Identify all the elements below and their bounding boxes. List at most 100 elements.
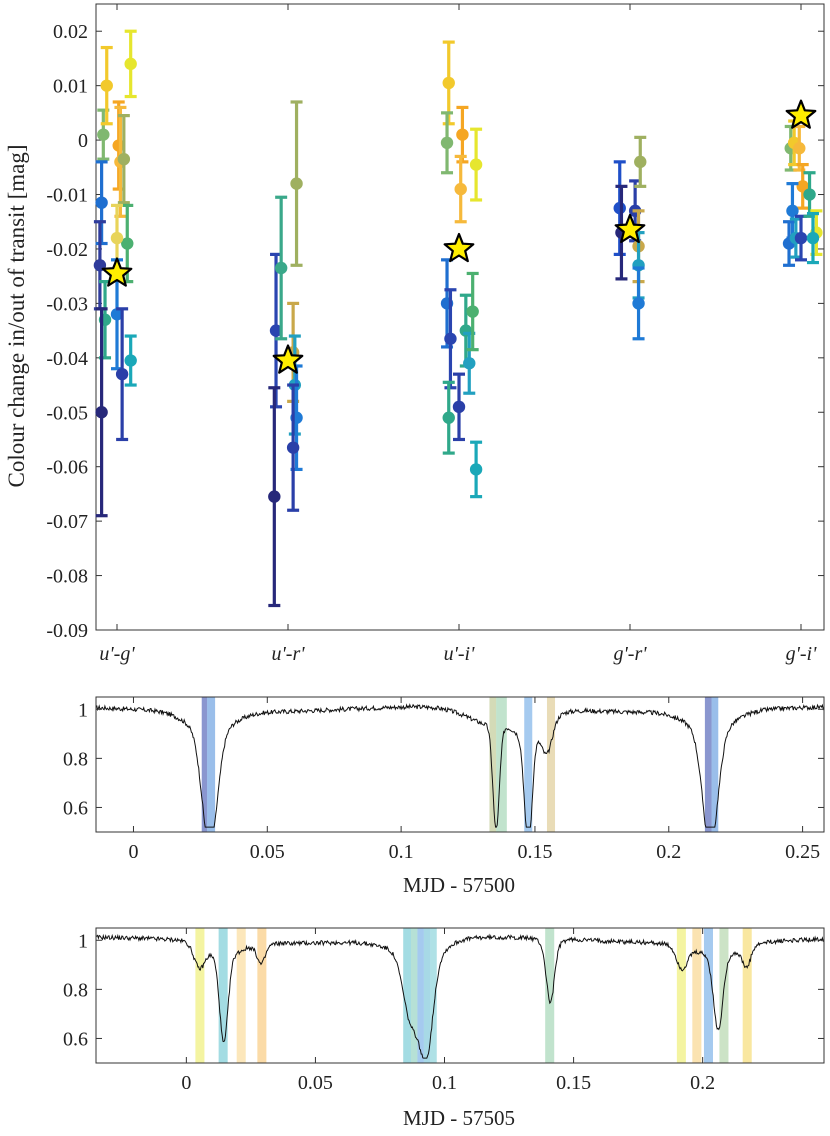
marker bbox=[634, 155, 647, 169]
data-point bbox=[268, 386, 281, 608]
marker bbox=[806, 231, 820, 245]
mean-star bbox=[443, 232, 475, 263]
transit-band bbox=[546, 697, 556, 832]
marker bbox=[115, 367, 129, 381]
marker bbox=[796, 180, 809, 193]
data-point bbox=[632, 266, 645, 341]
x-axis-label: MJD - 57505 bbox=[403, 1106, 515, 1130]
y-tick-label: 0.6 bbox=[63, 1028, 88, 1050]
data-point bbox=[794, 214, 808, 262]
y-tick-label: 0 bbox=[78, 130, 88, 152]
x-tick-label: 0.25 bbox=[785, 841, 820, 863]
marker bbox=[121, 237, 134, 250]
marker bbox=[463, 357, 476, 370]
x-tick-label: u'-g' bbox=[99, 643, 135, 665]
transit-band bbox=[719, 928, 729, 1063]
transit-band bbox=[403, 928, 411, 1063]
data-point bbox=[124, 29, 137, 99]
y-tick-label: 0.02 bbox=[53, 21, 88, 43]
marker bbox=[466, 305, 479, 318]
x-tick-label: 0.1 bbox=[389, 841, 414, 863]
marker bbox=[440, 136, 454, 150]
marker bbox=[290, 177, 303, 190]
marker bbox=[268, 490, 281, 503]
transit-band bbox=[423, 928, 431, 1063]
y-tick-label: 1 bbox=[78, 699, 88, 721]
transit-band bbox=[742, 928, 752, 1063]
transit-band bbox=[676, 928, 686, 1063]
marker bbox=[286, 441, 300, 454]
marker bbox=[632, 297, 645, 310]
data-point bbox=[269, 252, 283, 409]
data-point bbox=[466, 271, 479, 352]
mean-star bbox=[272, 344, 304, 374]
y-tick-label: -0.02 bbox=[46, 239, 88, 261]
transit-band bbox=[417, 928, 424, 1063]
mean-star bbox=[785, 99, 817, 129]
light-curve-panel-57500: 0 0.05 0.1 0.15 0.2 0.25 1 0.8 0.6 MJD - 57500 bbox=[63, 696, 825, 897]
transit-band bbox=[496, 697, 507, 832]
y-tick-label: -0.03 bbox=[46, 293, 88, 315]
y-tick-label: 0.01 bbox=[53, 76, 88, 98]
transit-band bbox=[201, 697, 208, 832]
x-tick-label: 0.15 bbox=[556, 1072, 591, 1094]
data-point bbox=[290, 100, 303, 267]
marker bbox=[124, 354, 137, 367]
light-curve-panel-57505: 0 0.05 0.1 0.15 0.2 1 0.8 0.6 MJD - 57505 bbox=[63, 927, 825, 1130]
data-point bbox=[97, 108, 110, 161]
data-point bbox=[117, 113, 131, 205]
marker bbox=[613, 201, 626, 215]
data-point bbox=[469, 127, 483, 202]
transit-band bbox=[195, 928, 205, 1063]
light-curve bbox=[95, 703, 825, 828]
transit-band bbox=[430, 928, 437, 1063]
data-point bbox=[274, 195, 288, 341]
x-tick-label: 0.05 bbox=[298, 1072, 333, 1094]
y-tick-label: -0.08 bbox=[46, 566, 88, 588]
data-point bbox=[469, 440, 483, 499]
x-tick-label: 0.15 bbox=[517, 841, 552, 863]
x-axis-label: MJD - 57500 bbox=[403, 873, 515, 897]
y-tick-label: 1 bbox=[78, 930, 88, 952]
marker bbox=[794, 231, 808, 245]
marker bbox=[469, 463, 483, 476]
y-tick-label: 0.8 bbox=[63, 979, 88, 1001]
plot-frame bbox=[95, 3, 825, 631]
transit-band bbox=[218, 928, 228, 1063]
marker bbox=[454, 182, 467, 196]
marker bbox=[95, 406, 108, 419]
data-point bbox=[440, 111, 454, 175]
transit-band bbox=[545, 928, 555, 1063]
marker bbox=[269, 324, 283, 337]
marker bbox=[469, 158, 483, 171]
data-point bbox=[442, 380, 455, 455]
plot-frame bbox=[95, 927, 825, 1064]
marker bbox=[793, 142, 806, 155]
transit-band bbox=[257, 928, 267, 1063]
mean-star bbox=[614, 213, 646, 244]
marker bbox=[100, 79, 113, 92]
marker bbox=[124, 57, 137, 71]
marker bbox=[274, 261, 288, 275]
transit-band bbox=[489, 697, 497, 832]
transit-band bbox=[704, 697, 712, 832]
transit-band bbox=[236, 928, 246, 1063]
data-point bbox=[124, 334, 137, 387]
y-axis-label: Colour change in/out of transit [mag] bbox=[4, 144, 29, 487]
data-point bbox=[796, 162, 809, 210]
data-point bbox=[452, 372, 466, 442]
marker bbox=[803, 188, 816, 201]
data-point bbox=[100, 45, 113, 126]
x-tick-label: 0.2 bbox=[656, 841, 681, 863]
data-point bbox=[442, 40, 455, 126]
x-tick-label: 0 bbox=[128, 841, 138, 863]
x-tick-label: g'-r' bbox=[614, 643, 648, 665]
transit-band bbox=[711, 697, 719, 832]
y-tick-label: -0.07 bbox=[46, 511, 88, 533]
y-tick-label: 0.6 bbox=[63, 797, 88, 819]
colour-change-panel: 0.02 0.01 0 -0.01 -0.02 -0.03 -0.04 -0.05 -0.06 -… bbox=[4, 3, 825, 665]
transit-band bbox=[703, 928, 713, 1063]
y-tick-label: 0.8 bbox=[63, 748, 88, 770]
data-point bbox=[115, 307, 129, 442]
